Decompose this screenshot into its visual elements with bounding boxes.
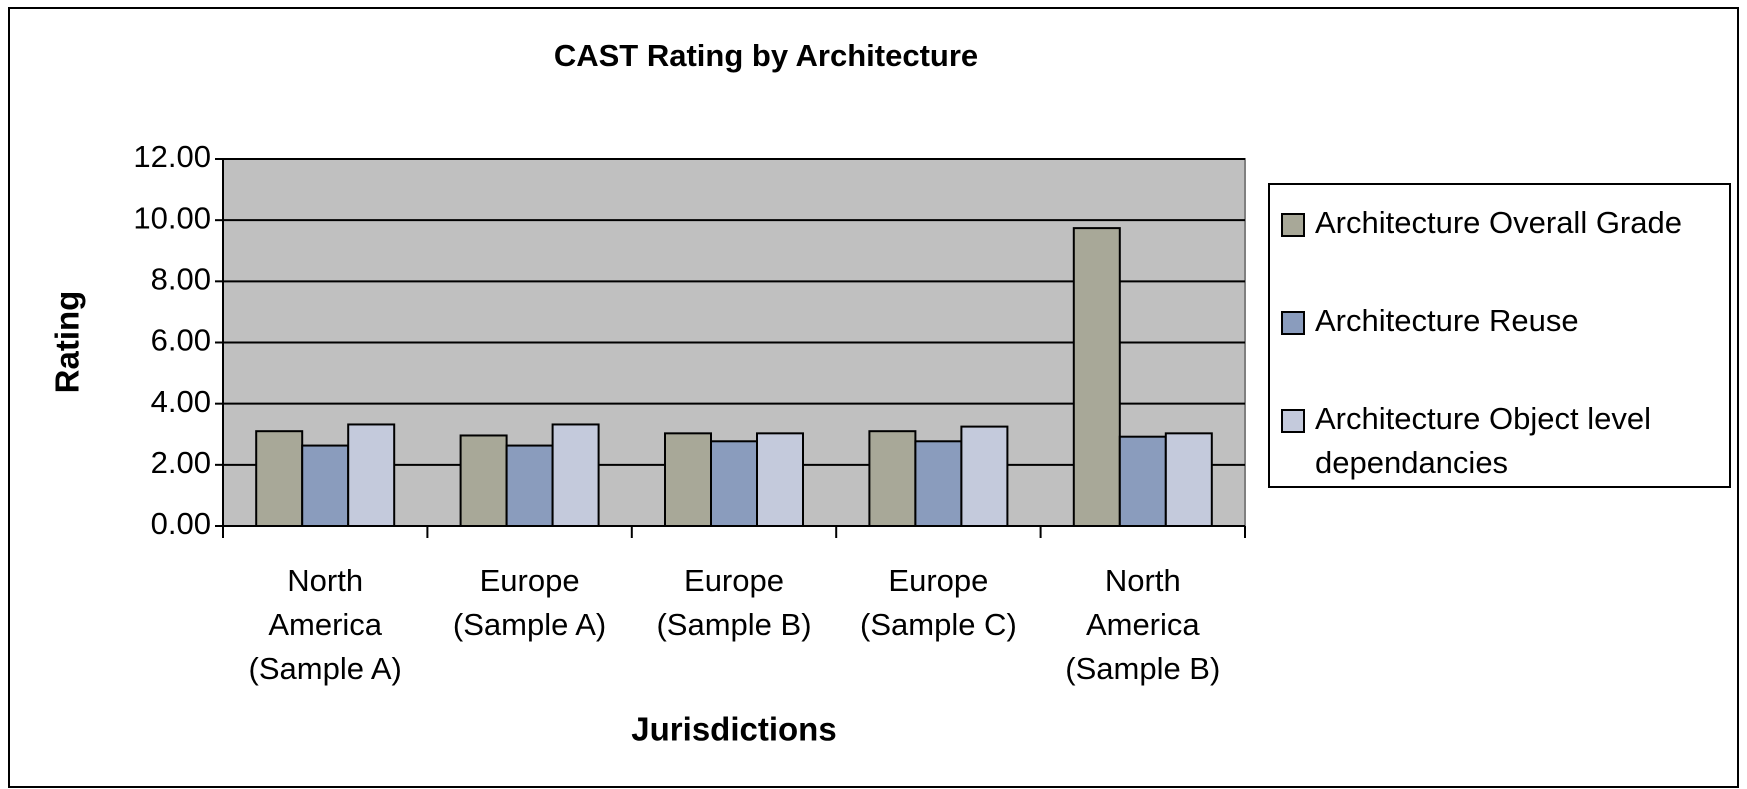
legend-label: Architecture Object level dependancies (1315, 401, 1651, 480)
bar (505, 444, 554, 527)
y-tick-label: 0.00 (151, 506, 211, 541)
x-axis-label: Jurisdictions (631, 711, 836, 748)
y-axis-label: Rating (49, 291, 86, 394)
y-tick-label: 8.00 (151, 262, 211, 297)
legend-swatch (1281, 311, 1305, 335)
y-tick-label: 4.00 (151, 384, 211, 419)
bar (914, 440, 963, 528)
bar (868, 430, 917, 528)
bar (664, 432, 712, 527)
x-tick-label: Europe (Sample B) (656, 563, 811, 642)
y-tick-label: 12.00 (133, 139, 211, 174)
x-tick-label: Europe (Sample A) (453, 563, 606, 642)
bar (551, 423, 600, 528)
bar (1118, 435, 1167, 527)
bar (960, 425, 1009, 527)
bar (710, 440, 758, 528)
legend-label: Architecture Overall Grade (1315, 205, 1682, 240)
bar (347, 423, 396, 528)
legend-label: Architecture Reuse (1315, 303, 1579, 338)
bar (756, 432, 804, 527)
x-tick-label: North America (Sample B) (1065, 563, 1220, 686)
bar (1164, 432, 1213, 527)
y-tick-label: 2.00 (151, 445, 211, 480)
bar (1072, 227, 1121, 527)
legend-swatch (1281, 213, 1305, 237)
y-tick-label: 10.00 (133, 200, 211, 235)
bar (255, 430, 304, 528)
x-tick-label: Europe (Sample C) (860, 563, 1017, 642)
x-tick-label: North America (Sample A) (249, 563, 402, 686)
legend (1268, 183, 1731, 488)
y-tick-label: 6.00 (151, 323, 211, 358)
bar (301, 444, 350, 527)
chart-title: CAST Rating by Architecture (554, 38, 978, 73)
legend-swatch (1281, 409, 1305, 433)
bar (459, 434, 508, 527)
